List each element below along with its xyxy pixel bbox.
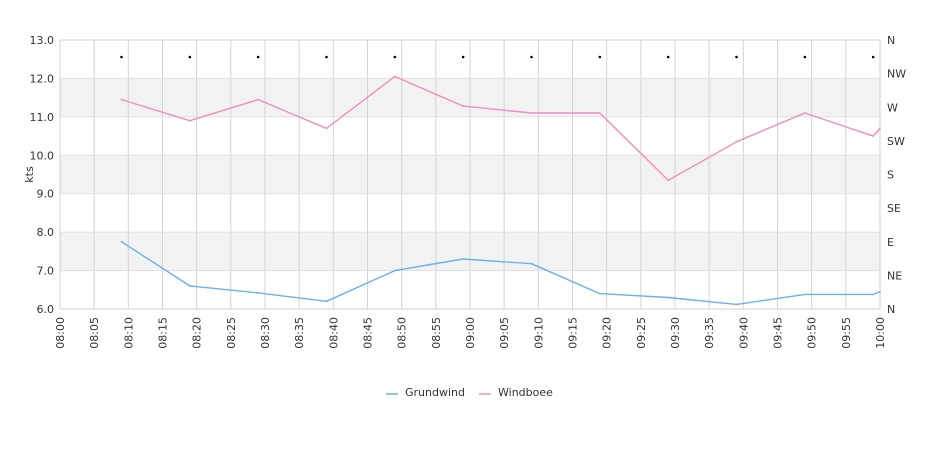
- direction-points: [120, 55, 875, 59]
- data-point-grundwind: [188, 285, 191, 287]
- data-point-windboee: [393, 75, 396, 78]
- x-tick-label: 08:25: [225, 317, 238, 349]
- series-lines: [120, 75, 881, 306]
- x-tick-label: 08:35: [293, 317, 306, 349]
- data-point-grundwind: [803, 293, 806, 296]
- data-point-windboee: [879, 127, 881, 130]
- data-point-windboee: [735, 140, 738, 143]
- data-point-grundwind: [530, 262, 533, 265]
- direction-point: [120, 55, 123, 59]
- y-axis-ticks: 6.0 7.0 8.0 9.0 10.0 11.0 12.0 13.0: [30, 34, 55, 316]
- direction-tick-label: NW: [887, 68, 906, 81]
- x-tick-label: 08:00: [54, 317, 67, 349]
- data-point-windboee: [462, 105, 465, 107]
- x-tick-label: 08:30: [259, 317, 272, 349]
- y-tick-label: 12.0: [30, 72, 55, 85]
- y-tick-label: 11.0: [30, 111, 55, 124]
- direction-point: [803, 55, 807, 59]
- x-tick-label: 09:10: [532, 317, 545, 349]
- y-axis-label: kts: [23, 166, 36, 183]
- data-point-grundwind: [462, 258, 465, 260]
- direction-tick-label: NE: [887, 269, 902, 282]
- x-axis-ticks: 08:00 08:05 08:10 08:15 08:20 08:25 08:30 08:35…: [54, 317, 887, 349]
- direction-point: [325, 55, 328, 59]
- direction-point: [530, 55, 533, 59]
- data-point-windboee: [667, 179, 670, 182]
- y-tick-label: 7.0: [37, 265, 55, 278]
- x-tick-label: 09:50: [806, 317, 819, 349]
- x-tick-label: 09:40: [737, 317, 750, 349]
- x-tick-label: 08:50: [396, 317, 409, 349]
- direction-tick-label: E: [887, 236, 894, 249]
- data-point-windboee: [120, 98, 123, 101]
- direction-tick-label: S: [887, 169, 894, 182]
- direction-point: [666, 55, 670, 59]
- x-tick-label: 09:55: [840, 317, 853, 349]
- direction-point: [735, 55, 738, 59]
- legend-label: Grundwind: [405, 386, 465, 399]
- x-tick-label: 08:45: [362, 317, 375, 349]
- y-tick-label: 6.0: [37, 303, 55, 316]
- data-point-windboee: [872, 135, 875, 137]
- x-tick-label: 09:25: [635, 317, 648, 349]
- direction-tick-label: SE: [887, 202, 901, 215]
- x-tick-label: 09:00: [464, 317, 477, 349]
- data-point-grundwind: [598, 292, 601, 295]
- x-tick-label: 08:55: [430, 317, 443, 349]
- data-point-grundwind: [120, 240, 123, 243]
- legend-label: Windboee: [498, 386, 553, 399]
- x-tick-label: 09:30: [669, 317, 682, 349]
- direction-axis-ticks: N NE E SE S SW W NW N: [887, 34, 906, 316]
- direction-point: [871, 55, 875, 59]
- x-tick-label: 09:35: [703, 317, 716, 349]
- data-point-windboee: [530, 112, 533, 114]
- y-tick-label: 8.0: [37, 226, 55, 239]
- direction-tick-label: N: [887, 303, 895, 316]
- direction-tick-label: N: [887, 34, 895, 47]
- data-point-windboee: [598, 112, 601, 114]
- x-tick-label: 08:20: [191, 317, 204, 349]
- x-tick-label: 09:45: [772, 317, 785, 349]
- direction-point: [461, 55, 465, 59]
- y-tick-label: 9.0: [37, 188, 55, 201]
- legend-item-windboee[interactable]: Windboee: [479, 386, 553, 399]
- x-tick-label: 09:20: [601, 317, 614, 349]
- data-point-grundwind: [735, 303, 738, 306]
- data-point-grundwind: [257, 291, 260, 294]
- direction-point: [188, 55, 192, 59]
- plot-frame: [59, 39, 881, 310]
- direction-point: [598, 55, 602, 59]
- data-point-windboee: [803, 112, 806, 114]
- direction-tick-label: W: [887, 101, 898, 114]
- x-tick-label: 09:05: [498, 317, 511, 349]
- x-tick-label: 08:15: [157, 317, 170, 349]
- data-point-grundwind: [667, 296, 670, 299]
- y-tick-label: 10.0: [30, 149, 55, 162]
- direction-point: [256, 55, 260, 59]
- data-point-windboee: [325, 127, 328, 130]
- x-tick-label: 08:40: [327, 317, 340, 349]
- data-point-windboee: [188, 119, 191, 122]
- data-point-grundwind: [872, 293, 875, 296]
- data-point-grundwind: [325, 300, 328, 303]
- direction-point: [393, 55, 397, 59]
- data-point-windboee: [257, 98, 260, 101]
- vertical-gridlines: [59, 40, 881, 309]
- x-tick-label: 10:00: [874, 317, 887, 349]
- y-tick-label: 13.0: [30, 34, 55, 47]
- x-tick-label: 08:05: [88, 317, 101, 349]
- legend[interactable]: Grundwind Windboee: [386, 386, 553, 399]
- data-point-grundwind: [393, 269, 396, 272]
- direction-tick-label: SW: [887, 135, 905, 148]
- data-point-grundwind: [879, 290, 881, 293]
- x-tick-label: 09:15: [567, 317, 580, 349]
- x-tick-label: 08:10: [122, 317, 135, 349]
- legend-item-grundwind[interactable]: Grundwind: [386, 386, 465, 399]
